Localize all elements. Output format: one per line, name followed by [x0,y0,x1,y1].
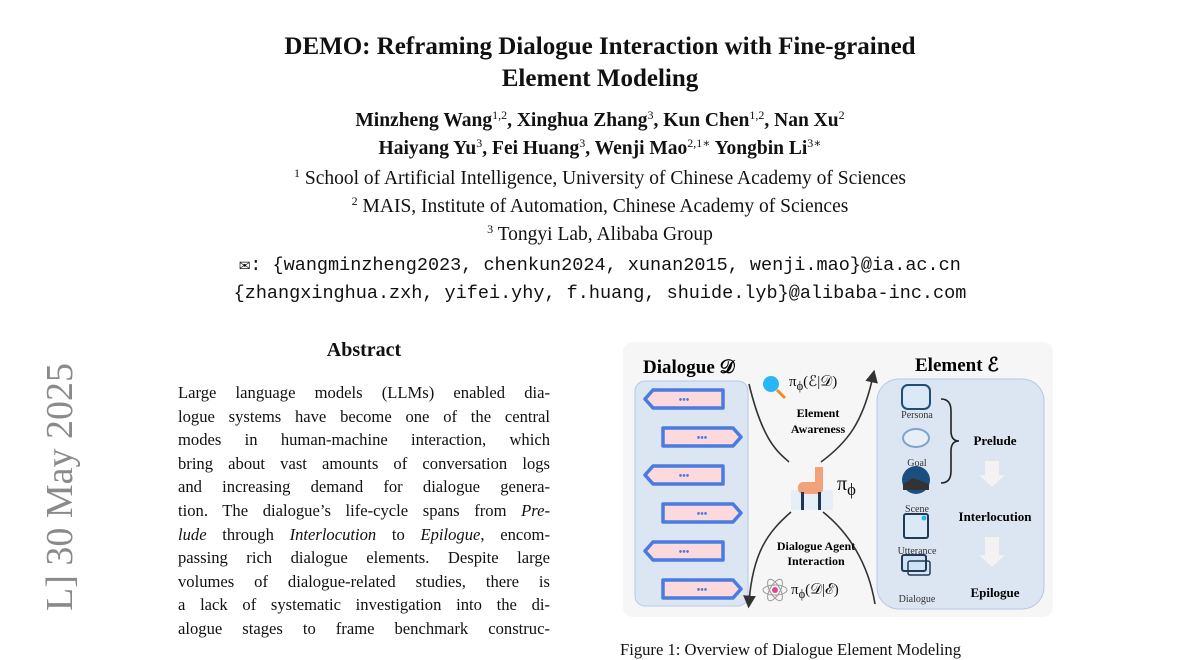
llama-icon [791,467,833,510]
element-label: Scene [905,504,929,515]
abstract-line: Large language models (LLMs) enabled dia… [178,383,550,402]
element-awareness-label: Element Awareness [791,406,846,436]
stage-prelude: Prelude [973,433,1016,448]
svg-text:•••: ••• [679,471,690,482]
element-label: Persona [901,410,933,421]
svg-text:•••: ••• [697,433,708,444]
email-line: {zhangxinghua.zxh, yifei.yhy, f.huang, s… [233,283,967,304]
figure-overview: Dialogue 𝒟 Element ℰ •••••••••••••••••• … [623,342,1053,617]
chat-bubble: ••• [643,464,725,486]
stage-epilogue: Epilogue [970,585,1019,600]
abstract-line: bring about vast amounts of conversation… [178,453,550,473]
abstract-line: alogue stages to frame benchmark constru… [178,618,550,638]
author: Nan Xu2 [774,107,845,131]
emails: ✉: {wangminzheng2023, chenkun2024, xunan… [0,252,1200,308]
author: Haiyang Yu3 [378,135,483,159]
element-label: Goal [907,458,927,469]
email-line: ✉: {wangminzheng2023, chenkun2024, xunan… [239,255,961,276]
abstract-line: logue systems have become one of the cen… [178,406,550,426]
dialogue-title: Dialogue 𝒟 [643,357,736,378]
persona-icon [901,384,931,410]
policy-symbol: πϕ [837,473,856,499]
author: Wenji Mao2,1∗ [594,135,711,159]
chat-bubble: ••• [643,540,725,562]
affiliation: 1 School of Artificial Intelligence, Uni… [294,165,906,189]
svg-text:•••: ••• [697,585,708,596]
abstract-line: passing rich dialogue elements. Despite … [178,548,550,568]
svg-text:•••: ••• [679,395,690,406]
dialogue-icon [901,554,931,576]
author: Kun Chen1,2 [663,107,765,131]
abstract-heading: Abstract [326,339,402,361]
abstract-line: lude through Interlocution to Epilogue, … [178,524,550,544]
abstract-line: modes in human-machine interaction, whic… [178,430,550,450]
formula-dialogue-given-element: πϕ(𝒟|ℰ) [791,582,839,601]
magnifier-icon [763,376,787,400]
affiliation: 3 Tongyi Lab, Alibaba Group [487,221,713,245]
svg-text:•••: ••• [679,547,690,558]
handshake-icon [902,428,930,448]
stage-interlocution: Interlocution [959,509,1033,524]
down-arrow-icon [979,461,1005,487]
arrow-dialogue-interaction [743,511,792,609]
dialogue-panel [634,380,749,607]
abstract-line: a lack of systematic investigation into … [178,595,550,615]
element-label: Utterance [898,546,937,557]
paper-title: DEMO: Reframing Dialogue Interaction wit… [284,33,916,92]
element-label: Dialogue [899,594,936,605]
author: Fei Huang3 [492,135,586,159]
author: Yongbin Li3∗ [714,135,822,159]
author: Minzheng Wang1,2 [355,107,508,131]
prelude-brace [940,398,960,484]
svg-text:•••: ••• [697,509,708,520]
arxiv-stamp: L] 30 May 2025 [39,362,81,611]
abstract-line: and increasing demand for dialogue gener… [178,477,550,497]
arrow-curve [748,383,790,463]
utterance-icon [903,513,929,539]
affiliation: 2 MAIS, Institute of Automation, Chinese… [351,193,849,217]
element-title: Element ℰ [915,355,999,376]
scene-icon [902,466,930,494]
abstract-body: Large language models (LLMs) enabled dia… [178,381,550,641]
arrow-curve [822,511,876,605]
chat-bubble: ••• [661,578,743,600]
dialogue-agent-interaction-label: Dialogue Agent Interaction [777,539,855,568]
abstract-line: volumes of dialogue-related studies, the… [178,571,550,591]
abstract-line: tion. The dialogue’s life-cycle spans fr… [178,500,550,520]
formula-element-given-dialogue: πϕ(ℰ|𝒟) [789,374,838,393]
author: Xinghua Zhang3 [516,107,654,131]
affiliations: 1 School of Artificial Intelligence, Uni… [0,165,1200,249]
author-list: Minzheng Wang1,2, Xinghua Zhang3, Kun Ch… [355,107,845,159]
atom-icon [762,578,788,602]
chat-bubble: ••• [643,388,725,410]
chat-bubble: ••• [661,426,743,448]
arrow-element-awareness [820,369,878,463]
chat-bubble: ••• [661,502,743,524]
down-arrow-icon [979,537,1005,567]
figure-caption: Figure 1: Overview of Dialogue Element M… [620,640,962,659]
